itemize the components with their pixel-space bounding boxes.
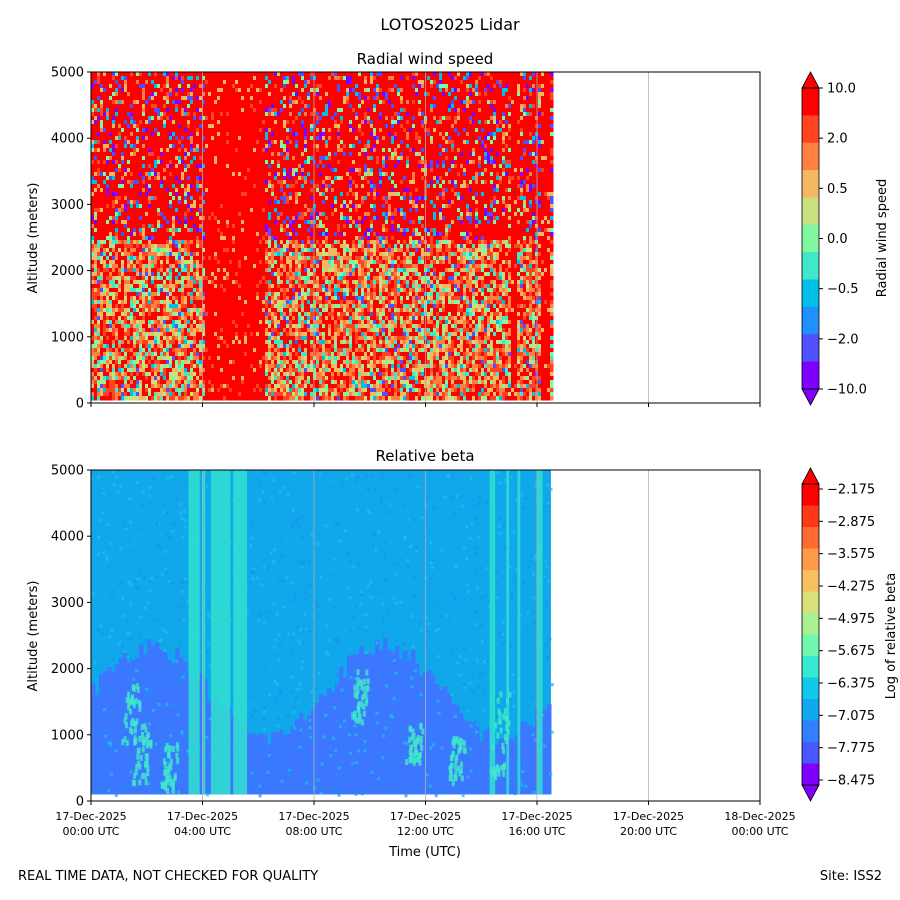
colorbar-segment bbox=[802, 361, 819, 390]
quality-disclaimer: REAL TIME DATA, NOT CHECKED FOR QUALITY bbox=[18, 869, 319, 884]
x-tick-time: 08:00 UTC bbox=[285, 825, 342, 838]
panel2-xaxis: 17-Dec-2025 00:00 UTC 17-Dec-2025 04:00 UTC… bbox=[55, 801, 796, 838]
y-tick-label: 4000 bbox=[51, 132, 84, 147]
colorbar-tick-label: 0.5 bbox=[827, 182, 848, 197]
y-tick-label: 5000 bbox=[51, 66, 84, 81]
x-tick-date: 17-Dec-2025 bbox=[613, 810, 684, 823]
panel1-gridlines bbox=[202, 72, 649, 403]
radial-wind-heatmap bbox=[91, 72, 554, 401]
colorbar-segment bbox=[802, 548, 819, 571]
colorbar-segment bbox=[802, 306, 819, 335]
y-tick-label: 3000 bbox=[51, 596, 84, 611]
x-tick-date: 17-Dec-2025 bbox=[278, 810, 349, 823]
colorbar-segment bbox=[802, 197, 819, 226]
colorbar-tick-label: 2.0 bbox=[827, 132, 848, 147]
panel1-title: Radial wind speed bbox=[357, 50, 494, 68]
colorbar-tick-label: −2.0 bbox=[827, 332, 859, 347]
colorbar-segment bbox=[802, 527, 819, 550]
x-tick-time: 20:00 UTC bbox=[620, 825, 677, 838]
y-tick-label: 0 bbox=[76, 397, 84, 412]
panel1-ylabel: Altitude (meters) bbox=[26, 183, 41, 294]
colorbar-tick-label: −0.5 bbox=[827, 282, 859, 297]
colorbar-segment bbox=[802, 334, 819, 363]
colorbar-segment bbox=[802, 634, 819, 657]
colorbar-tick-label: −7.075 bbox=[827, 709, 875, 724]
site-label: Site: ISS2 bbox=[819, 869, 882, 884]
colorbar-segment bbox=[802, 720, 819, 743]
colorbar-segment bbox=[802, 613, 819, 636]
panel2-ylabel: Altitude (meters) bbox=[26, 581, 41, 692]
colorbar-tick-label: −6.375 bbox=[827, 677, 875, 692]
colorbar-tick-label: −2.175 bbox=[827, 483, 875, 498]
colorbar2-label: Log of relative beta bbox=[884, 573, 899, 700]
x-tick-date: 18-Dec-2025 bbox=[724, 810, 795, 823]
colorbar-tick-label: 0.0 bbox=[827, 232, 848, 247]
colorbar-tick-label: −7.775 bbox=[827, 741, 875, 756]
panel2-title: Relative beta bbox=[375, 447, 474, 465]
colorbar-segment bbox=[802, 763, 819, 786]
colorbar-segment bbox=[802, 279, 819, 308]
x-tick-time: 16:00 UTC bbox=[508, 825, 565, 838]
panel1-yaxis: 0 1000 2000 3000 4000 5000 bbox=[51, 66, 91, 412]
x-tick-time: 00:00 UTC bbox=[62, 825, 119, 838]
x-tick-date: 17-Dec-2025 bbox=[55, 810, 126, 823]
y-tick-label: 0 bbox=[76, 795, 84, 810]
colorbar-tick-label: −4.275 bbox=[827, 580, 875, 595]
panel2-yaxis: 0 1000 2000 3000 4000 5000 bbox=[51, 464, 91, 810]
figure-title: LOTOS2025 Lidar bbox=[380, 15, 520, 34]
colorbar-segment bbox=[802, 252, 819, 281]
y-tick-label: 2000 bbox=[51, 264, 84, 279]
colorbar-extend-min bbox=[801, 784, 820, 802]
y-tick-label: 2000 bbox=[51, 662, 84, 677]
colorbar-tick-label: −10.0 bbox=[827, 383, 867, 398]
y-tick-label: 1000 bbox=[51, 330, 84, 345]
relative-beta-heatmap bbox=[91, 470, 554, 798]
panel2-gridlines bbox=[202, 470, 649, 801]
x-tick-date: 17-Dec-2025 bbox=[501, 810, 572, 823]
x-tick-time: 00:00 UTC bbox=[731, 825, 788, 838]
colorbar1-label: Radial wind speed bbox=[875, 179, 890, 297]
y-tick-label: 5000 bbox=[51, 464, 84, 479]
colorbar-relative-beta: −2.175 −2.875 −3.575 −4.275 −4.975 −5.675 −6.3… bbox=[801, 467, 875, 802]
colorbar-segment bbox=[802, 224, 819, 253]
colorbar-segment bbox=[802, 142, 819, 171]
x-tick-date: 17-Dec-2025 bbox=[390, 810, 461, 823]
colorbar-extend-max bbox=[801, 71, 820, 89]
colorbar-tick-label: −2.875 bbox=[827, 515, 875, 530]
colorbar-segment bbox=[802, 505, 819, 528]
colorbar-segment bbox=[802, 591, 819, 614]
colorbar-segment bbox=[802, 484, 819, 507]
colorbar-radial-wind: 10.0 2.0 0.5 0.0 −0.5 −2.0 −10.0 bbox=[801, 71, 867, 406]
x-tick-time: 04:00 UTC bbox=[174, 825, 231, 838]
colorbar-segment bbox=[802, 699, 819, 722]
colorbar-extend-max bbox=[801, 467, 820, 485]
panel2-xlabel: Time (UTC) bbox=[388, 845, 461, 860]
colorbar-extend-min bbox=[801, 388, 820, 406]
colorbar-tick-label: −5.675 bbox=[827, 644, 875, 659]
colorbar-tick-label: −4.975 bbox=[827, 612, 875, 627]
x-tick-time: 12:00 UTC bbox=[397, 825, 454, 838]
colorbar-tick-label: 10.0 bbox=[827, 82, 856, 97]
colorbar-tick-label: −3.575 bbox=[827, 547, 875, 562]
colorbar-segment bbox=[802, 656, 819, 679]
colorbar-segment bbox=[802, 677, 819, 700]
y-tick-label: 4000 bbox=[51, 530, 84, 545]
x-tick-date: 17-Dec-2025 bbox=[167, 810, 238, 823]
colorbar-segment bbox=[802, 170, 819, 199]
y-tick-label: 1000 bbox=[51, 728, 84, 743]
panel-relative-beta: Relative beta 0 1000 2000 3000 4000 5000 17-D… bbox=[26, 447, 796, 860]
colorbar-segment bbox=[802, 115, 819, 144]
colorbar-segment bbox=[802, 742, 819, 765]
colorbar-tick-label: −8.475 bbox=[827, 774, 875, 789]
panel1-xaxis bbox=[90, 403, 761, 407]
colorbar-segment bbox=[802, 570, 819, 593]
panel-radial-wind: Radial wind speed 010002000300040005000 … bbox=[26, 50, 761, 412]
colorbar-segment bbox=[802, 88, 819, 116]
y-tick-label: 3000 bbox=[51, 198, 84, 213]
